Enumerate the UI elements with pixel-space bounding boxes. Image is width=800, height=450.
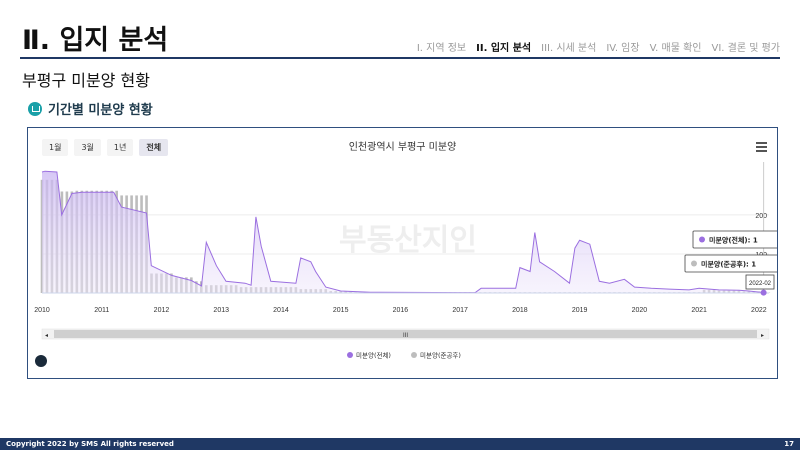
scrollbar-grip: III bbox=[403, 333, 408, 339]
section-title: 기간별 미분양 현황 bbox=[48, 103, 153, 118]
brand-logo-icon bbox=[35, 355, 47, 367]
legend-label: 미분양(준공후) bbox=[420, 351, 461, 360]
nav-item-visit[interactable]: IV. 임장 bbox=[606, 43, 640, 54]
x-tick-label: 2019 bbox=[572, 307, 588, 314]
home-icon bbox=[28, 101, 42, 116]
series-line bbox=[41, 170, 764, 294]
nav-item-listing[interactable]: V. 매물 확인 bbox=[649, 43, 702, 54]
tooltip-box bbox=[684, 254, 777, 273]
scrollbar-thumb bbox=[54, 330, 757, 338]
range-button-1m[interactable]: 1월 bbox=[42, 139, 69, 156]
y-tick-label: 200 bbox=[755, 213, 767, 220]
scroll-right-arrow-icon: ▸ bbox=[761, 332, 764, 339]
x-tick-label: 2011 bbox=[94, 307, 109, 314]
tooltip-box bbox=[692, 230, 777, 249]
chart-canvas: 100200부동산지인20102011201220132014201520162… bbox=[34, 162, 777, 360]
x-tick-label: 2020 bbox=[632, 307, 648, 314]
tooltip-text: 미분양(전체): 1 bbox=[709, 236, 758, 245]
x-tick-label: 2021 bbox=[691, 307, 707, 314]
header-divider bbox=[20, 57, 780, 59]
x-tick-label: 2013 bbox=[213, 307, 229, 314]
copyright-text: Copyright 2022 by SMS All rights reserve… bbox=[6, 440, 174, 448]
series-area-fill bbox=[42, 171, 764, 293]
x-tooltip-box bbox=[745, 274, 775, 290]
nav-item-location[interactable]: II. 입지 분석 bbox=[476, 43, 532, 54]
page-title: Ⅱ. 입지 분석 bbox=[22, 25, 169, 56]
x-tick-label: 2012 bbox=[154, 307, 170, 314]
section-nav: I. 지역 정보 II. 입지 분석 III. 시세 분석 IV. 임장 V. … bbox=[417, 39, 780, 54]
tooltip-text: 미분양(준공후): 1 bbox=[701, 260, 756, 269]
x-tick-label: 2015 bbox=[333, 307, 349, 314]
scroll-left-arrow-icon: ◂ bbox=[45, 332, 48, 339]
x-tick-label: 2022 bbox=[751, 307, 767, 314]
x-tooltip-label: 2022-02 bbox=[749, 281, 772, 287]
watermark-text: 부동산지인 bbox=[339, 223, 477, 258]
range-buttons: 1월 3월 1년 전체 bbox=[42, 139, 169, 156]
legend-marker bbox=[347, 352, 353, 358]
x-tick-label: 2017 bbox=[452, 307, 468, 314]
page-number: 17 bbox=[784, 440, 794, 448]
hamburger-menu-icon[interactable] bbox=[756, 142, 767, 154]
legend-marker bbox=[411, 352, 417, 358]
section-heading: 기간별 미분양 현황 bbox=[28, 99, 153, 118]
nav-item-region[interactable]: I. 지역 정보 bbox=[416, 43, 467, 54]
legend-label: 미분양(전체) bbox=[356, 351, 391, 360]
nav-item-conclusion[interactable]: VI. 결론 및 평가 bbox=[711, 43, 780, 54]
footer: Copyright 2022 by SMS All rights reserve… bbox=[0, 438, 800, 450]
chart-frame: 100200부동산지인20102011201220132014201520162… bbox=[27, 127, 778, 379]
x-tick-label: 2016 bbox=[393, 307, 409, 314]
x-tick-label: 2010 bbox=[34, 307, 50, 314]
hover-point bbox=[760, 289, 767, 296]
chart-title: 인천광역시 부평구 미분양 bbox=[348, 142, 457, 153]
range-button-3m[interactable]: 3월 bbox=[74, 139, 101, 156]
x-tick-label: 2014 bbox=[273, 307, 289, 314]
nav-item-price[interactable]: III. 시세 분석 bbox=[541, 43, 597, 54]
range-button-1y[interactable]: 1년 bbox=[106, 139, 134, 156]
tooltip-marker bbox=[699, 236, 705, 243]
range-button-all[interactable]: 전체 bbox=[139, 139, 169, 156]
x-tick-label: 2018 bbox=[512, 307, 528, 314]
page-subtitle: 부평구 미분양 현황 bbox=[22, 71, 150, 90]
tooltip-marker bbox=[691, 260, 697, 267]
